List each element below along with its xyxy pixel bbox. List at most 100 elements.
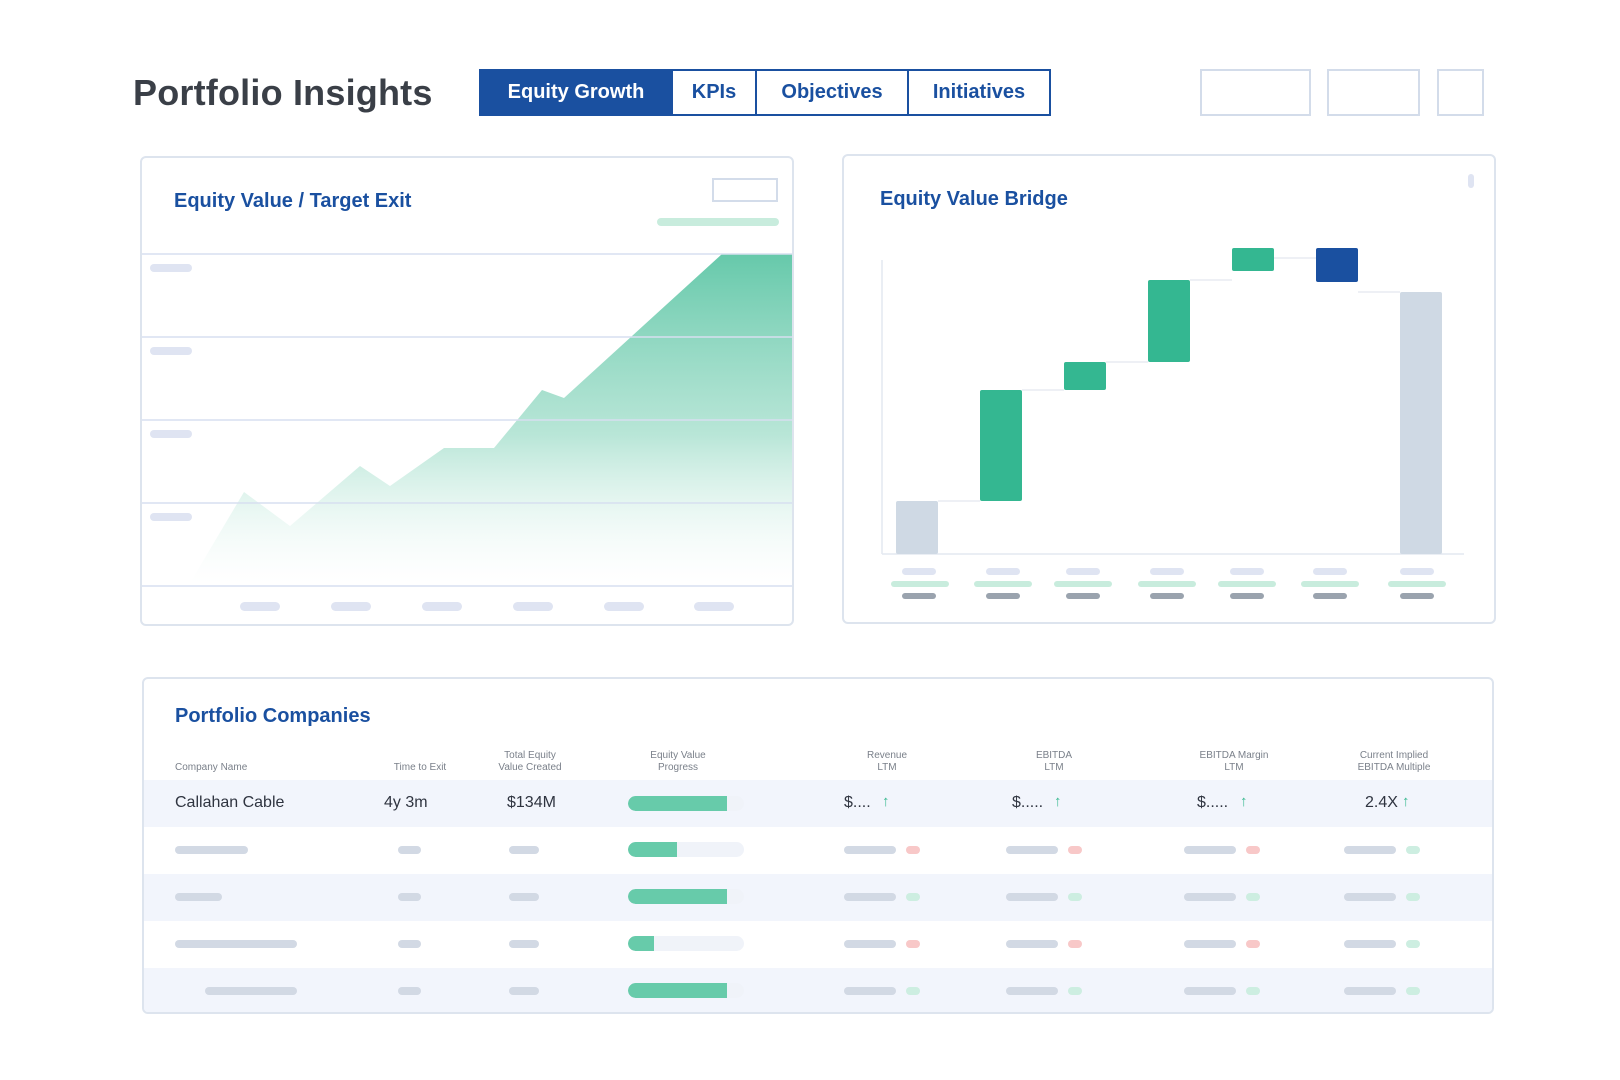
x-label-placeholder	[1400, 568, 1434, 575]
y-tick-placeholder	[150, 513, 192, 521]
x-label-placeholder	[986, 568, 1020, 575]
trend-indicator	[1246, 846, 1260, 854]
x-tick-placeholder	[513, 602, 553, 611]
tab-equity-growth[interactable]: Equity Growth	[481, 71, 673, 114]
header-menu-box[interactable]	[1437, 69, 1484, 116]
time-to-exit: 4y 3m	[384, 794, 428, 811]
table-row[interactable]: Callahan Cable 4y 3m $134M $.... ↑ $....…	[144, 780, 1492, 827]
cell-placeholder	[1184, 846, 1236, 854]
cell-placeholder	[1006, 987, 1058, 995]
arrow-up-icon: ↑	[1240, 793, 1248, 810]
company-placeholder	[175, 940, 297, 948]
progress-fill	[628, 936, 654, 951]
cell-placeholder	[509, 987, 539, 995]
chart-dropdown-box[interactable]	[712, 178, 778, 202]
table-row[interactable]	[144, 921, 1492, 968]
ebitda-value: $.....	[1012, 794, 1044, 811]
x-label-placeholder	[1066, 593, 1100, 599]
tab-initiatives[interactable]: Initiatives	[909, 71, 1049, 114]
trend-indicator	[1246, 987, 1260, 995]
company-placeholder	[175, 846, 248, 854]
trend-indicator	[1068, 987, 1082, 995]
x-label-placeholder	[1138, 581, 1196, 587]
cell-placeholder	[1184, 987, 1236, 995]
progress-bar	[628, 842, 744, 857]
cell-placeholder	[398, 846, 421, 854]
scroll-indicator[interactable]	[1468, 174, 1474, 188]
col-header-company: Company Name	[175, 762, 248, 773]
table-row[interactable]	[144, 968, 1492, 1012]
margin-value: $.....	[1197, 794, 1229, 811]
col-header-progress: Equity Value Progress	[650, 750, 706, 773]
cell-placeholder	[1344, 893, 1396, 901]
x-tick-placeholder	[604, 602, 644, 611]
y-tick-placeholder	[150, 264, 192, 272]
connector-lines	[938, 257, 1400, 502]
trend-indicator	[1246, 940, 1260, 948]
tab-objectives[interactable]: Objectives	[757, 71, 909, 114]
progress-fill	[628, 796, 727, 811]
bridge-bar-increase	[980, 390, 1022, 501]
bridge-bar-end	[1400, 292, 1442, 554]
progress-bar	[628, 796, 744, 811]
bridge-bar-increase	[1232, 248, 1274, 271]
cell-placeholder	[1006, 846, 1058, 854]
cell-placeholder	[844, 893, 896, 901]
trend-indicator	[1406, 987, 1420, 995]
arrow-up-icon: ↑	[1402, 793, 1410, 810]
company-name[interactable]: Callahan Cable	[175, 794, 285, 811]
x-label-placeholder	[902, 593, 936, 599]
trend-indicator	[906, 940, 920, 948]
cell-placeholder	[398, 987, 421, 995]
portfolio-companies-card: Portfolio Companies Company Name Time to…	[142, 677, 1494, 1014]
x-tick-placeholder	[422, 602, 462, 611]
trend-indicator	[906, 846, 920, 854]
equity-value-card: Equity Value / Target Exit	[140, 156, 794, 626]
bridge-chart-title: Equity Value Bridge	[880, 188, 1068, 210]
x-label-placeholder	[1066, 568, 1100, 575]
bridge-bar-increase	[1148, 280, 1190, 362]
bridge-bar-increase	[1064, 362, 1106, 390]
table-row[interactable]	[144, 874, 1492, 921]
progress-bar	[628, 889, 744, 904]
cell-placeholder	[844, 940, 896, 948]
col-header-multiple: Current Implied EBITDA Multiple	[1357, 750, 1431, 773]
trend-indicator	[1068, 846, 1082, 854]
col-header-revenue: Revenue LTM	[866, 750, 908, 773]
x-label-placeholder	[1150, 593, 1184, 599]
equity-bridge-card: Equity Value Bridge	[842, 154, 1496, 624]
waterfall-chart	[881, 248, 1464, 555]
trend-indicator	[906, 893, 920, 901]
cell-placeholder	[509, 893, 539, 901]
arrow-up-icon: ↑	[1054, 793, 1062, 810]
cell-placeholder	[398, 940, 421, 948]
trend-indicator	[1406, 846, 1420, 854]
trend-indicator	[1068, 940, 1082, 948]
cell-placeholder	[1344, 940, 1396, 948]
equity-chart-title: Equity Value / Target Exit	[174, 190, 412, 212]
multiple-value: 2.4X	[1365, 794, 1398, 811]
x-label-placeholder	[891, 581, 949, 587]
cell-placeholder	[1006, 893, 1058, 901]
trend-indicator	[1246, 893, 1260, 901]
x-label-placeholder	[1218, 581, 1276, 587]
view-tabs: Equity Growth KPIs Objectives Initiative…	[479, 69, 1051, 116]
company-placeholder	[205, 987, 297, 995]
col-header-ebitda: EBITDA LTM	[1035, 750, 1073, 773]
x-label-placeholder	[1230, 593, 1264, 599]
x-label-placeholder	[1150, 568, 1184, 575]
progress-fill	[628, 889, 727, 904]
header-filter-box-2[interactable]	[1327, 69, 1420, 116]
progress-bar	[628, 983, 744, 998]
x-label-placeholder	[974, 581, 1032, 587]
arrow-up-icon: ↑	[882, 793, 890, 810]
header-filter-box-1[interactable]	[1200, 69, 1311, 116]
col-header-margin: EBITDA Margin LTM	[1199, 750, 1269, 773]
y-tick-placeholder	[150, 430, 192, 438]
equity-area	[190, 254, 792, 583]
table-row[interactable]	[144, 827, 1492, 874]
trend-indicator	[1406, 893, 1420, 901]
tab-kpis[interactable]: KPIs	[673, 71, 757, 114]
cell-placeholder	[509, 846, 539, 854]
x-label-placeholder	[1054, 581, 1112, 587]
